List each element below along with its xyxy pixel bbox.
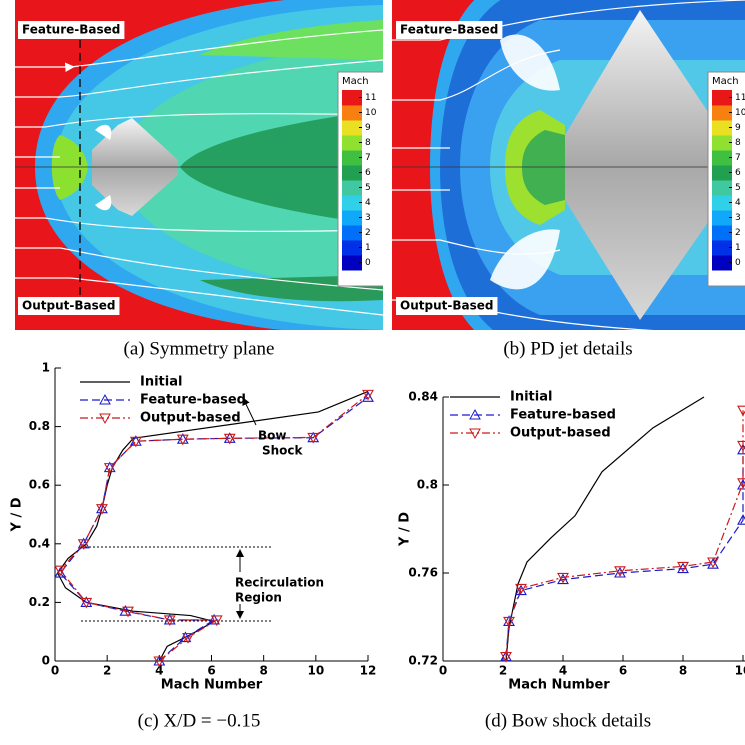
legend-label: Output-based (140, 411, 241, 426)
annotation: Region (235, 591, 282, 605)
y-tick-label: 0.76 (408, 566, 438, 580)
x-tick-label: 4 (559, 664, 567, 678)
colorbar-tick-label: 8 (365, 138, 371, 148)
x-tick-label: 10 (307, 664, 324, 678)
y-tick-label: 0.6 (29, 478, 50, 492)
colorbar-tick-label: 5 (735, 183, 741, 193)
x-axis-label: Mach Number (508, 678, 610, 693)
colorbar-tick-label: 11 (365, 93, 376, 103)
legend-label: Initial (140, 375, 182, 390)
panel-label: Output-Based (22, 299, 115, 313)
x-tick-label: 8 (259, 664, 267, 678)
x-tick-label: 8 (679, 664, 687, 678)
colorbar: Mach 0 1 2 3 4 5 6 7 8 9 10 11 (708, 72, 745, 286)
colorbar-tick-label: 0 (365, 258, 371, 268)
legend-label: Output-based (510, 426, 611, 441)
panel-label: Output-Based (400, 299, 493, 313)
colorbar-tick-label: 2 (735, 228, 741, 238)
caption: (d) Bow shock details (485, 710, 651, 731)
colorbar-tick-label: 7 (365, 153, 371, 163)
marker (738, 406, 745, 415)
series-line (506, 410, 743, 656)
panel-label: Feature-Based (22, 23, 120, 37)
colorbar-tick-label: 0 (735, 258, 741, 268)
series-line (506, 450, 743, 657)
y-tick-label: 0.72 (408, 654, 438, 668)
x-tick-label: 10 (735, 664, 745, 678)
legend-label: Feature-based (510, 408, 616, 423)
colorbar-tick-label: 6 (365, 168, 371, 178)
y-tick-label: 0.84 (408, 390, 438, 404)
figure: (a) Symmetry plane Feature-Based Output-Ba… (0, 0, 745, 745)
colorbar-tick-label: 2 (365, 228, 371, 238)
colorbar-tick-label: 10 (735, 108, 745, 118)
y-tick-label: 0 (42, 654, 50, 668)
y-tick-label: 0.4 (29, 536, 50, 550)
panel-label: Feature-Based (400, 23, 498, 37)
colorbar-tick-label: 10 (365, 108, 377, 118)
x-tick-label: 0 (439, 664, 447, 678)
colorbar-tick-label: 8 (735, 138, 741, 148)
colorbar: Mach 0 1 2 3 4 5 6 7 8 9 10 11 (338, 72, 386, 286)
y-axis-label: Y / D (398, 512, 413, 547)
colorbar-tick-label: 9 (365, 123, 371, 133)
colorbar-tick-label: 3 (735, 213, 741, 223)
annotation: Bow (258, 429, 286, 443)
colorbar-title: Mach (342, 76, 369, 87)
colorbar-tick-label: 1 (735, 243, 741, 253)
caption: (a) Symmetry plane (124, 338, 275, 359)
x-tick-label: 2 (499, 664, 507, 678)
y-tick-label: 0.2 (29, 595, 50, 609)
plot-area (55, 390, 373, 666)
colorbar-tick-label: 6 (735, 168, 741, 178)
colorbar-tick-label: 3 (365, 213, 371, 223)
annotation: Shock (262, 444, 304, 458)
x-tick-label: 12 (360, 664, 377, 678)
annotation: Recirculation (235, 576, 324, 590)
x-tick-label: 2 (103, 664, 111, 678)
contour-a (15, 0, 383, 335)
colorbar-tick-label: 5 (365, 183, 371, 193)
colorbar-tick-label: 7 (735, 153, 741, 163)
legend-label: Initial (510, 390, 552, 405)
y-tick-label: 0.8 (29, 419, 50, 433)
x-tick-label: 6 (619, 664, 627, 678)
colorbar-tick-label: 11 (735, 93, 745, 103)
x-axis-label: Mach Number (161, 678, 263, 693)
caption: (b) PD jet details (503, 338, 632, 359)
legend-label: Feature-based (140, 393, 246, 408)
y-tick-label: 1 (42, 361, 50, 375)
y-axis-label: Y / D (10, 497, 25, 532)
colorbar-title: Mach (712, 76, 739, 87)
colorbar-tick-label: 1 (365, 243, 371, 253)
colorbar-tick-label: 9 (735, 123, 741, 133)
y-tick-label: 0.8 (417, 478, 438, 492)
x-tick-label: 6 (207, 664, 215, 678)
caption: (c) X/D = −0.15 (138, 710, 261, 731)
colorbar-tick-label: 4 (365, 198, 371, 208)
x-tick-label: 0 (51, 664, 59, 678)
colorbar-tick-label: 4 (735, 198, 741, 208)
